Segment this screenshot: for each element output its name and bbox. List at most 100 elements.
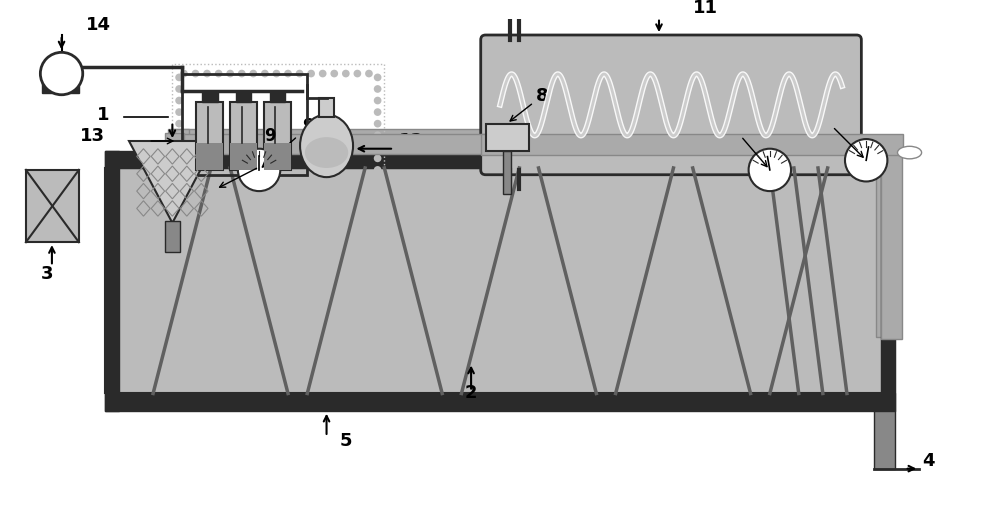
FancyBboxPatch shape [230, 143, 257, 170]
Text: 13: 13 [80, 127, 105, 145]
Text: 8: 8 [536, 87, 548, 104]
Circle shape [374, 155, 381, 162]
FancyBboxPatch shape [855, 136, 901, 156]
Text: 9: 9 [302, 117, 315, 135]
Circle shape [203, 171, 211, 179]
FancyBboxPatch shape [230, 102, 257, 170]
FancyBboxPatch shape [105, 168, 895, 394]
FancyBboxPatch shape [881, 151, 895, 411]
Circle shape [175, 74, 183, 81]
Circle shape [374, 166, 381, 174]
Circle shape [354, 70, 361, 77]
Circle shape [261, 70, 269, 77]
Circle shape [249, 171, 257, 179]
Circle shape [374, 143, 381, 151]
Circle shape [296, 70, 303, 77]
Circle shape [226, 70, 234, 77]
Circle shape [238, 148, 280, 191]
FancyBboxPatch shape [26, 170, 79, 242]
Circle shape [249, 70, 257, 77]
Text: 11: 11 [693, 0, 718, 17]
Circle shape [374, 85, 381, 93]
Ellipse shape [305, 137, 348, 168]
FancyBboxPatch shape [165, 133, 184, 170]
FancyBboxPatch shape [481, 134, 903, 156]
FancyBboxPatch shape [172, 130, 486, 151]
Circle shape [175, 108, 183, 116]
Circle shape [180, 171, 188, 179]
Text: 10: 10 [808, 103, 833, 121]
Circle shape [175, 143, 183, 151]
FancyBboxPatch shape [874, 411, 895, 468]
Circle shape [374, 108, 381, 116]
Text: 6: 6 [264, 149, 276, 167]
FancyBboxPatch shape [881, 136, 902, 338]
Circle shape [342, 171, 350, 179]
FancyBboxPatch shape [876, 139, 897, 336]
Text: 12: 12 [399, 132, 424, 150]
Text: 3: 3 [41, 265, 53, 283]
Circle shape [319, 70, 327, 77]
Circle shape [365, 70, 373, 77]
Circle shape [319, 171, 327, 179]
Circle shape [261, 171, 269, 179]
Circle shape [175, 155, 183, 162]
Circle shape [330, 171, 338, 179]
Text: 5: 5 [340, 433, 352, 451]
Circle shape [226, 171, 234, 179]
FancyBboxPatch shape [857, 139, 897, 160]
FancyBboxPatch shape [202, 91, 218, 102]
Circle shape [374, 97, 381, 104]
Text: 4: 4 [922, 452, 935, 470]
Circle shape [342, 70, 350, 77]
FancyBboxPatch shape [105, 394, 895, 411]
Circle shape [180, 70, 188, 77]
FancyBboxPatch shape [196, 143, 223, 170]
Circle shape [175, 120, 183, 127]
FancyBboxPatch shape [105, 151, 895, 168]
FancyBboxPatch shape [172, 134, 486, 154]
Circle shape [307, 70, 315, 77]
Circle shape [273, 70, 280, 77]
Circle shape [192, 171, 199, 179]
Circle shape [284, 171, 292, 179]
Text: 2: 2 [465, 385, 477, 402]
Circle shape [307, 171, 315, 179]
Circle shape [374, 120, 381, 127]
Circle shape [845, 139, 887, 181]
Circle shape [215, 70, 222, 77]
Circle shape [238, 171, 246, 179]
FancyBboxPatch shape [168, 130, 189, 160]
Circle shape [175, 132, 183, 139]
FancyBboxPatch shape [165, 221, 180, 252]
Ellipse shape [897, 146, 922, 159]
FancyBboxPatch shape [270, 91, 285, 102]
FancyBboxPatch shape [264, 102, 291, 170]
Circle shape [215, 171, 222, 179]
Circle shape [203, 70, 211, 77]
Circle shape [175, 85, 183, 93]
FancyBboxPatch shape [503, 151, 511, 194]
Text: 14: 14 [86, 16, 111, 34]
Circle shape [296, 171, 303, 179]
Circle shape [354, 171, 361, 179]
Polygon shape [129, 141, 216, 223]
Circle shape [238, 70, 246, 77]
Circle shape [374, 132, 381, 139]
Text: 7: 7 [717, 115, 729, 134]
Circle shape [40, 52, 83, 95]
FancyBboxPatch shape [196, 102, 223, 170]
FancyBboxPatch shape [264, 143, 291, 170]
Circle shape [192, 70, 199, 77]
FancyBboxPatch shape [486, 124, 529, 151]
Circle shape [175, 166, 183, 174]
FancyBboxPatch shape [42, 81, 79, 93]
Circle shape [365, 171, 373, 179]
FancyBboxPatch shape [319, 98, 334, 117]
Text: 9: 9 [264, 127, 276, 145]
Circle shape [374, 74, 381, 81]
Circle shape [284, 70, 292, 77]
FancyBboxPatch shape [236, 91, 251, 102]
Circle shape [273, 171, 280, 179]
Ellipse shape [300, 115, 353, 177]
